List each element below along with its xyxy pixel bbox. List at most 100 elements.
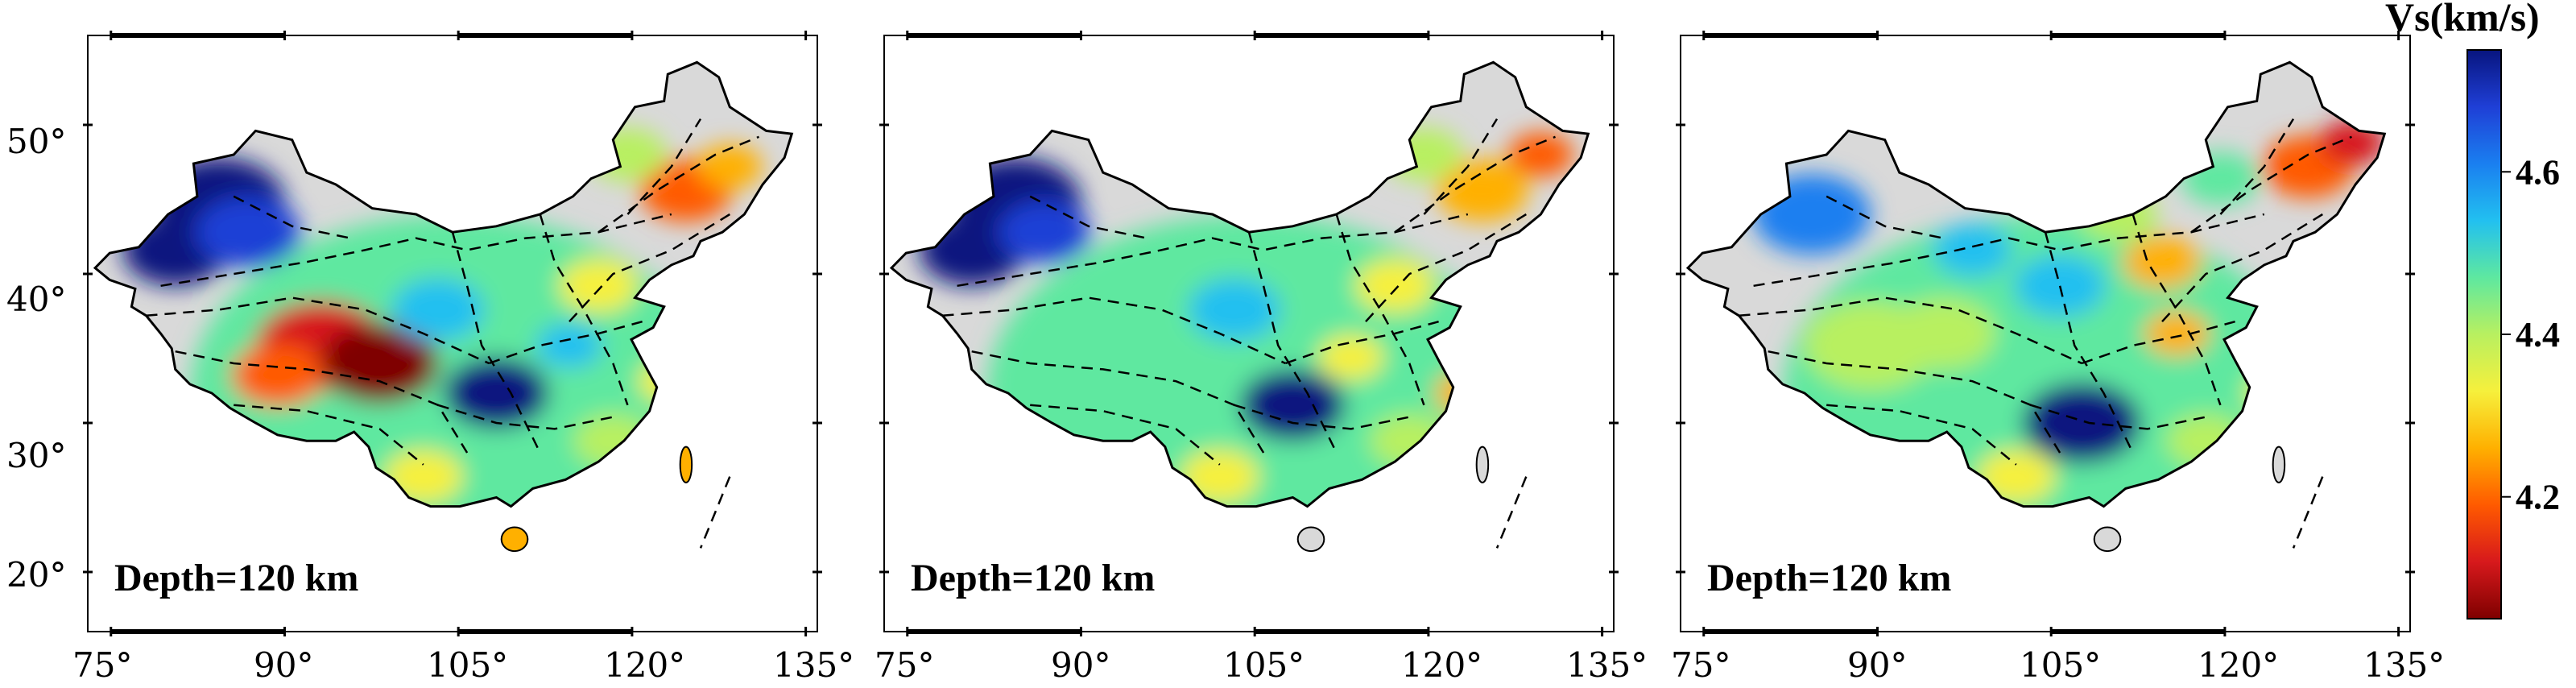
- fault-line: [971, 350, 1265, 454]
- map-panel-2: Depth=120 km: [879, 31, 1619, 636]
- velocity-blob: [2144, 311, 2210, 356]
- lon-label-135: 135°: [1566, 645, 1648, 685]
- fault-line: [1739, 296, 2082, 365]
- china-outline: [93, 60, 794, 508]
- colorbar-ticks: 4.2 4.4 4.6: [2501, 152, 2560, 517]
- colorbar-tick-label: 4.2: [2516, 478, 2560, 517]
- fault-line: [488, 320, 643, 365]
- lon-label-120: 120°: [604, 645, 685, 685]
- island: [500, 526, 529, 553]
- velocity-blob: [444, 357, 549, 429]
- velocity-blob: [536, 323, 602, 368]
- island: [2093, 526, 2122, 553]
- fault-line: [437, 404, 614, 430]
- velocity-blob: [486, 223, 565, 277]
- lon-label-75: 75°: [875, 645, 934, 685]
- lon-label-90: 90°: [254, 645, 313, 685]
- velocity-blob: [231, 343, 324, 407]
- fault-line: [2044, 231, 2134, 454]
- velocity-blob: [697, 144, 763, 189]
- fault-line: [2292, 476, 2324, 549]
- lat-label-40: 40°: [6, 280, 66, 319]
- velocity-blob: [1318, 334, 1384, 380]
- fault-line: [160, 213, 672, 288]
- fault-line: [1768, 350, 2061, 454]
- frame-ticks: [83, 31, 822, 636]
- fault-line: [451, 231, 541, 454]
- velocity-blob: [559, 259, 639, 313]
- lon-label-135: 135°: [773, 645, 854, 685]
- lon-label-135: 135°: [2363, 645, 2445, 685]
- colorbar-title: Vs(km/s): [2385, 0, 2540, 39]
- china-outline: [1685, 60, 2387, 508]
- lon-label-105: 105°: [427, 645, 508, 685]
- lon-label-75: 75°: [1671, 645, 1730, 685]
- longitude-labels-panel-3: 75° 90° 105° 120° 135°: [1671, 645, 2445, 685]
- velocity-blob: [391, 278, 484, 342]
- velocity-blob: [1436, 159, 1528, 222]
- depth-label: Depth=120 km: [1707, 557, 1951, 599]
- velocity-blob: [1240, 369, 1346, 441]
- fault-line: [957, 213, 1469, 288]
- velocity-blob: [2123, 234, 2202, 289]
- fault-line: [1753, 213, 2265, 288]
- fault-line: [1826, 404, 2017, 466]
- frame-ticks: [879, 31, 1619, 636]
- lon-label-90: 90°: [1847, 645, 1907, 685]
- lat-label-30: 30°: [6, 436, 66, 475]
- fault-line: [1826, 195, 1944, 239]
- fault-line: [699, 476, 731, 549]
- velocity-blob: [2022, 383, 2141, 463]
- lat-label-50: 50°: [6, 122, 66, 161]
- lon-label-75: 75°: [72, 645, 132, 685]
- depth-label: Depth=120 km: [911, 557, 1155, 599]
- frame-ticks: [1676, 31, 2415, 636]
- island: [1475, 446, 1490, 483]
- fault-line: [1030, 404, 1221, 466]
- island: [1296, 526, 1325, 553]
- colorbar-tick-label: 4.6: [2516, 152, 2560, 192]
- fault-line: [1247, 231, 1338, 454]
- velocity-blob: [1507, 132, 1574, 177]
- map-panel-3: Depth=120 km: [1676, 31, 2415, 636]
- velocity-blob: [1282, 223, 1362, 277]
- fault-line: [234, 404, 424, 466]
- colorbar-bar: [2466, 49, 2502, 620]
- velocity-blob: [999, 201, 1091, 264]
- fault-line: [1234, 404, 1410, 430]
- fault-line: [1284, 320, 1439, 365]
- latitude-labels: 50° 40° 30° 20°: [6, 122, 66, 595]
- fault-line: [175, 350, 469, 454]
- longitude-labels-panel-2: 75° 90° 105° 120° 135°: [875, 645, 1648, 685]
- velocity-blob: [196, 196, 301, 268]
- depth-label: Depth=120 km: [114, 557, 358, 599]
- lon-label-105: 105°: [1223, 645, 1305, 685]
- island: [679, 446, 693, 483]
- lat-label-20: 20°: [6, 555, 66, 595]
- fault-line: [626, 118, 702, 215]
- fault-line: [2161, 213, 2323, 323]
- tectonic-boundaries: [146, 118, 759, 553]
- fault-line: [942, 296, 1286, 365]
- colorbar: Vs(km/s) 4.2 4.4 4.6: [2385, 0, 2560, 620]
- island: [2272, 446, 2286, 483]
- lon-label-120: 120°: [2198, 645, 2279, 685]
- fault-line: [146, 296, 490, 365]
- fault-line: [233, 195, 351, 239]
- lon-label-120: 120°: [1401, 645, 1482, 685]
- lon-label-90: 90°: [1051, 645, 1110, 685]
- velocity-blob: [1890, 297, 1996, 370]
- longitude-labels-panel-1: 75° 90° 105° 120° 135°: [72, 645, 854, 685]
- fault-line: [1495, 476, 1528, 549]
- china-outline: [889, 60, 1590, 508]
- tectonic-boundaries: [942, 118, 1556, 553]
- fault-line: [2030, 404, 2206, 430]
- map-panel-1: Depth=120 km: [83, 31, 822, 636]
- colorbar-tick-label: 4.4: [2516, 315, 2560, 354]
- velocity-blob: [1933, 223, 2012, 277]
- fault-line: [1029, 195, 1147, 239]
- fault-line: [2219, 118, 2295, 215]
- velocity-blob: [507, 442, 573, 487]
- velocity-blob: [320, 323, 439, 404]
